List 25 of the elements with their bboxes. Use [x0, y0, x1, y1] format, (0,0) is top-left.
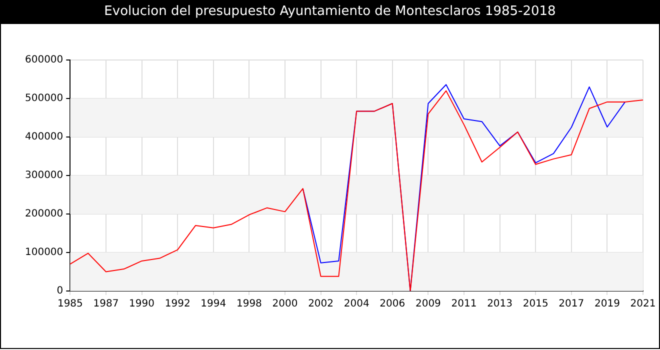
- x-tick-label: 2006: [380, 298, 406, 310]
- x-tick-label: 2000: [272, 298, 298, 310]
- y-tick-label: 400000: [24, 132, 64, 143]
- x-tick-label: 1994: [200, 298, 226, 310]
- y-tick-label: 300000: [24, 170, 64, 182]
- x-tick-label: 2002: [308, 298, 334, 310]
- x-tick-label: 2004: [344, 298, 370, 310]
- y-tick-label: 0: [56, 286, 64, 297]
- x-tick-label: 1998: [236, 298, 262, 310]
- x-tick-label: 1992: [164, 298, 190, 310]
- y-tick-label: 500000: [24, 93, 64, 104]
- x-tick-label: 2009: [415, 298, 441, 310]
- x-tick-label: 2017: [558, 298, 584, 310]
- x-tick-label: 2021: [630, 298, 656, 310]
- y-tick-label: 200000: [24, 208, 64, 220]
- x-tick-label: 1987: [93, 298, 119, 310]
- x-tick-label: 1990: [129, 298, 155, 310]
- y-tick-label: 600000: [24, 54, 64, 66]
- chart-title: Evolucion del presupuesto Ayuntamiento de Montesclaros 1985-2018: [0, 0, 660, 24]
- x-tick-label: 2015: [522, 298, 548, 310]
- x-tick-label: 1985: [57, 298, 83, 310]
- x-tick-label: 2011: [451, 298, 477, 310]
- y-tick-label: 100000: [24, 247, 64, 258]
- x-tick-label: 2013: [487, 298, 513, 310]
- x-tick-label: 2019: [594, 298, 620, 310]
